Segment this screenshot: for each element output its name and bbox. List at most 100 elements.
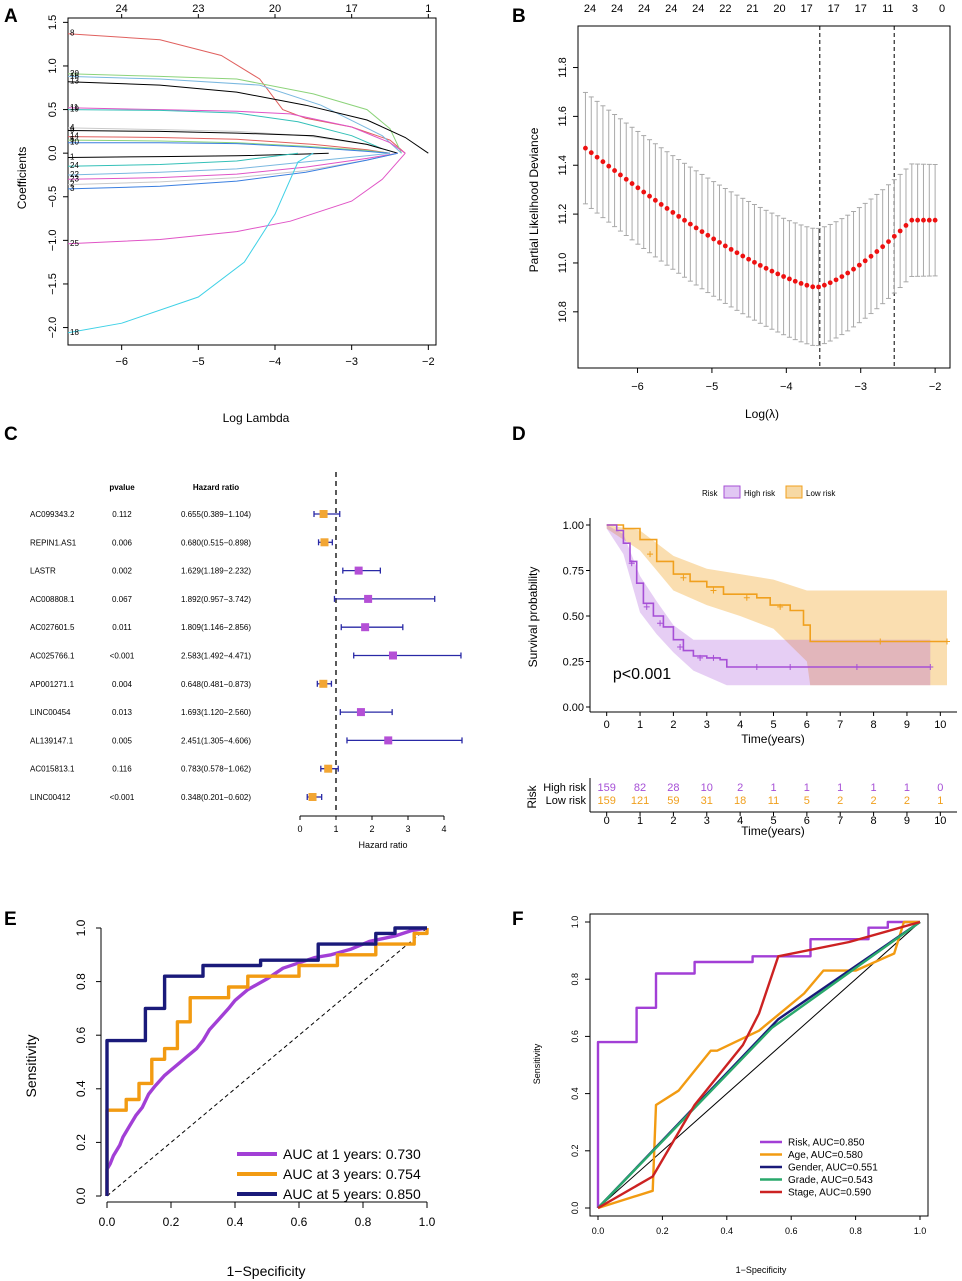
risk-table-xlabel: Time(years) — [741, 824, 805, 838]
risk-table-count: 2 — [904, 795, 910, 807]
km-high-risk-censor — [657, 620, 664, 627]
km-xtick-label: 2 — [670, 719, 676, 731]
risk-table-count: 5 — [804, 795, 810, 807]
panel-b-deviance-point — [787, 276, 792, 282]
panel-b-deviance-point — [775, 271, 781, 277]
panel-b-deviance-point — [705, 232, 711, 238]
panel-b-ytick-label: 11.4 — [557, 155, 569, 176]
panel-e-xlabel: 1−Specificity — [227, 1263, 306, 1279]
panel-f-roc-curve — [596, 920, 920, 1208]
panel-a-ytick-label: −2.0 — [47, 317, 59, 339]
forest-hr-marker — [356, 708, 365, 717]
panel-f-ytick-label: 1.0 — [570, 916, 580, 929]
panel-a-coef-line — [67, 73, 402, 154]
panel-b-deviance-point — [670, 210, 676, 215]
forest-pvalue: 0.005 — [112, 736, 133, 745]
panel-a-top-label: 17 — [346, 3, 358, 15]
panel-a-coef-line — [67, 75, 402, 154]
panel-b-deviance-point — [868, 253, 874, 259]
panel-e-xtick-label: 0.4 — [227, 1215, 244, 1229]
panel-a-top-label: 24 — [116, 3, 128, 15]
forest-hr-marker — [324, 764, 333, 773]
forest-hr-text: 2.451(1.305−4.606) — [181, 736, 251, 745]
panel-b-deviance-point — [921, 217, 926, 223]
panel-b-deviance-point — [711, 236, 717, 242]
panel-b-deviance-point — [647, 193, 652, 199]
panel-a-line-label: 3 — [70, 184, 75, 193]
panel-a-top-label: 23 — [192, 3, 204, 15]
panel-b-deviance-point — [874, 249, 880, 254]
panel-a-ytick-label: −1.5 — [47, 273, 59, 295]
risk-table-xtick-label: 4 — [737, 815, 743, 827]
panel-e-roc-plot: 0.0 0.2 0.4 0.6 0.8 1.0 0.0 0.2 0.4 0.6 0.8 1.0 AUC … — [74, 919, 436, 1229]
panel-b-deviance-point — [699, 229, 705, 235]
km-xtick-label: 9 — [904, 719, 910, 731]
forest-gene-name: AC027601.5 — [30, 623, 75, 632]
panel-b-deviance-point — [664, 206, 670, 211]
panel-b-deviance-point — [810, 284, 816, 290]
forest-gene-name: AC099343.2 — [30, 510, 75, 519]
risk-table-xtick-label: 3 — [704, 815, 710, 827]
km-ytick-label: 0.75 — [563, 566, 584, 578]
risk-table-count: 31 — [701, 795, 713, 807]
panel-e-roc-curve — [105, 926, 427, 1196]
panel-a-coef-line — [67, 152, 391, 176]
km-low-risk-censor — [943, 638, 950, 645]
risk-table-title: Risk — [525, 784, 539, 808]
km-high-risk-censor — [753, 663, 760, 670]
forest-xtick-label: 3 — [405, 824, 410, 834]
forest-hr-text: 2.583(1.492−4.471) — [181, 652, 251, 661]
panel-b-deviance-point — [792, 278, 798, 284]
risk-table-xtick-label: 5 — [770, 815, 776, 827]
panel-b-deviance-point — [880, 244, 886, 250]
panel-b-top-label: 21 — [746, 3, 758, 15]
forest-header-hr: Hazard ratio — [193, 483, 239, 492]
panel-b-deviance-point — [845, 270, 851, 276]
panel-b-deviance-point — [798, 280, 804, 286]
risk-table-count: 1 — [937, 795, 943, 807]
panel-b-deviance-point — [886, 239, 891, 245]
forest-xtick-label: 1 — [333, 824, 338, 834]
panel-a-ytick-label: 1.0 — [47, 58, 59, 73]
panel-a-coef-line — [67, 136, 391, 154]
km-xtick-label: 6 — [804, 719, 810, 731]
panel-a-ytick-label: −1.0 — [47, 230, 59, 252]
panel-b-cv-plot: −6 −5 −4 −3 −2 10.8 11.0 11.2 11.4 11.6 11.8 24 24 24… — [557, 3, 951, 393]
forest-header-pvalue: pvalue — [109, 483, 135, 492]
panel-b-deviance-point — [676, 213, 682, 219]
km-low-risk-censor — [743, 594, 750, 601]
panel-a-line-label: 14 — [70, 132, 79, 141]
panel-a-frame — [67, 17, 437, 346]
forest-pvalue: 0.013 — [112, 708, 133, 717]
risk-table-count: 82 — [634, 782, 646, 794]
panel-a-line-label: 23 — [70, 174, 79, 183]
km-xtick-label: 1 — [637, 719, 643, 731]
panel-b-deviance-point — [717, 240, 722, 245]
panel-b-deviance-point — [583, 145, 588, 151]
panel-a-top-label: 20 — [269, 3, 281, 15]
panel-a-line-label: 1 — [70, 153, 75, 162]
panel-a-top-label: 1 — [425, 3, 431, 15]
panel-a-line-label: 18 — [70, 328, 79, 337]
panel-b-frame — [577, 25, 951, 369]
panel-f-xlabel: 1−Specificity — [736, 1265, 787, 1275]
panel-e-xtick-label: 0.2 — [163, 1215, 180, 1229]
panel-b-deviance-point — [897, 228, 903, 234]
panel-e-legend-label: AUC at 3 years: 0.754 — [283, 1166, 421, 1182]
panel-a-line-label: 25 — [70, 239, 79, 248]
panel-letter-f: F — [512, 909, 524, 930]
km-high-risk-censor — [677, 643, 684, 650]
panel-a-coefficient-plot: −6 −5 −4 −3 −2−2.0−1.5−1.0−0.50.00.51.01.524… — [47, 3, 437, 368]
panel-b-deviance-point — [652, 197, 658, 203]
forest-pvalue: 0.002 — [112, 567, 133, 576]
panel-b-deviance-point — [926, 217, 932, 223]
panel-b-deviance-point — [612, 168, 617, 173]
panel-a-coef-line — [67, 152, 398, 180]
km-low-risk-censor — [710, 587, 717, 594]
panel-e-ytick-label: 0.0 — [74, 1187, 88, 1204]
forest-hr-text: 1.629(1.189−2.232) — [181, 567, 251, 576]
panel-b-xtick-label: −5 — [706, 381, 719, 393]
panel-f-diagonal — [597, 921, 921, 1209]
panel-b-top-label: 17 — [855, 3, 867, 15]
panel-a-line-label: 19 — [70, 105, 79, 114]
